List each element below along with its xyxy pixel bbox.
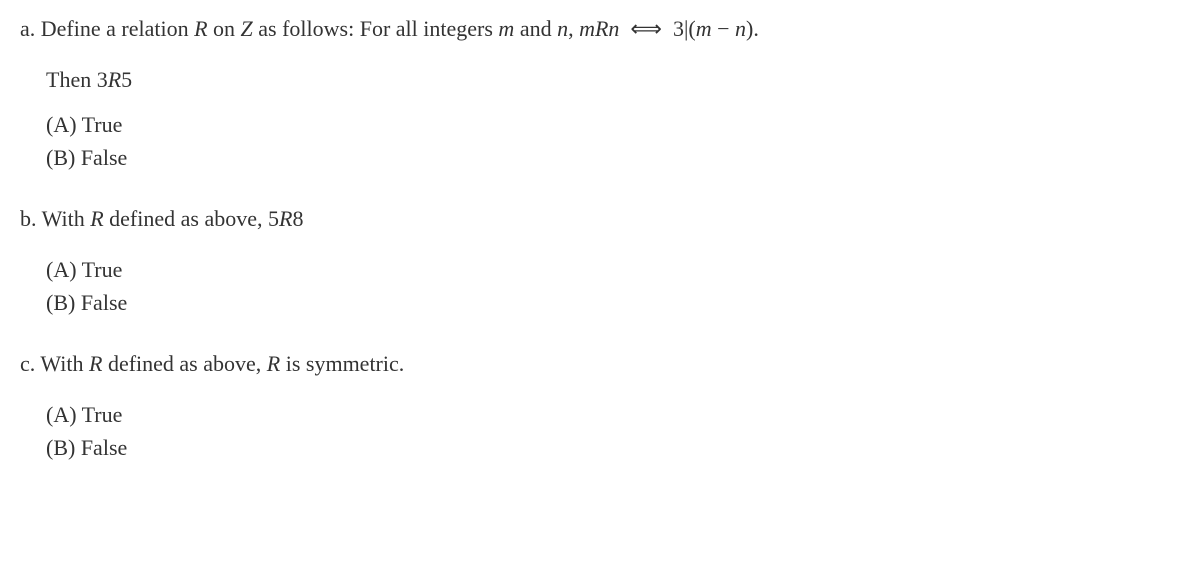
question-b-label: b. [20,206,37,231]
question-a: a. Define a relation R on Z as follows: … [20,12,1180,174]
variable-R: R [267,351,280,376]
text-fragment: With [42,206,91,231]
text-fragment: Define a relation [41,16,194,41]
question-a-statement: Then 3R5 [46,63,1180,96]
option-b-true: (A) True [46,253,1180,286]
question-c: c. With R defined as above, R is symmetr… [20,347,1180,464]
question-b: b. With R defined as above, 5R8 (A) True… [20,202,1180,319]
variable-R: R [89,351,102,376]
text-fragment: With [40,351,89,376]
variable-m: m [498,16,514,41]
text-fragment: as follows: For all integers [253,16,499,41]
question-b-prompt: b. With R defined as above, 5R8 [20,202,1180,235]
variable-R: R [194,16,207,41]
expression-mRn: mRn [579,16,619,41]
text-fragment: on [208,16,241,41]
statement-3R5: 3R5 [97,67,132,92]
option-c-false: (B) False [46,431,1180,464]
statement-5R8: 5R8 [268,206,303,231]
divides-3: 3 [673,16,684,41]
question-c-label: c. [20,351,35,376]
paren-open: ( [688,16,695,41]
variable-n: n [557,16,568,41]
variable-Z: Z [241,16,253,41]
question-a-options: (A) True (B) False [46,108,1180,174]
option-b-false: (B) False [46,286,1180,319]
variable-m: m [696,16,712,41]
variable-n: n [735,16,746,41]
text-fragment: defined as above, [104,206,268,231]
question-c-prompt: c. With R defined as above, R is symmetr… [20,347,1180,380]
question-a-prompt: a. Define a relation R on Z as follows: … [20,12,1180,45]
iff-symbol: ⟺ [630,16,662,41]
minus-sign: − [712,16,735,41]
option-a-false: (B) False [46,141,1180,174]
text-fragment: defined as above, [102,351,266,376]
question-c-options: (A) True (B) False [46,398,1180,464]
text-fragment: , [568,16,579,41]
variable-R: R [90,206,103,231]
question-a-label: a. [20,16,35,41]
option-c-true: (A) True [46,398,1180,431]
text-fragment: is symmetric. [280,351,404,376]
then-text: Then [46,67,97,92]
text-fragment: and [514,16,557,41]
paren-close: ). [746,16,759,41]
question-b-options: (A) True (B) False [46,253,1180,319]
option-a-true: (A) True [46,108,1180,141]
